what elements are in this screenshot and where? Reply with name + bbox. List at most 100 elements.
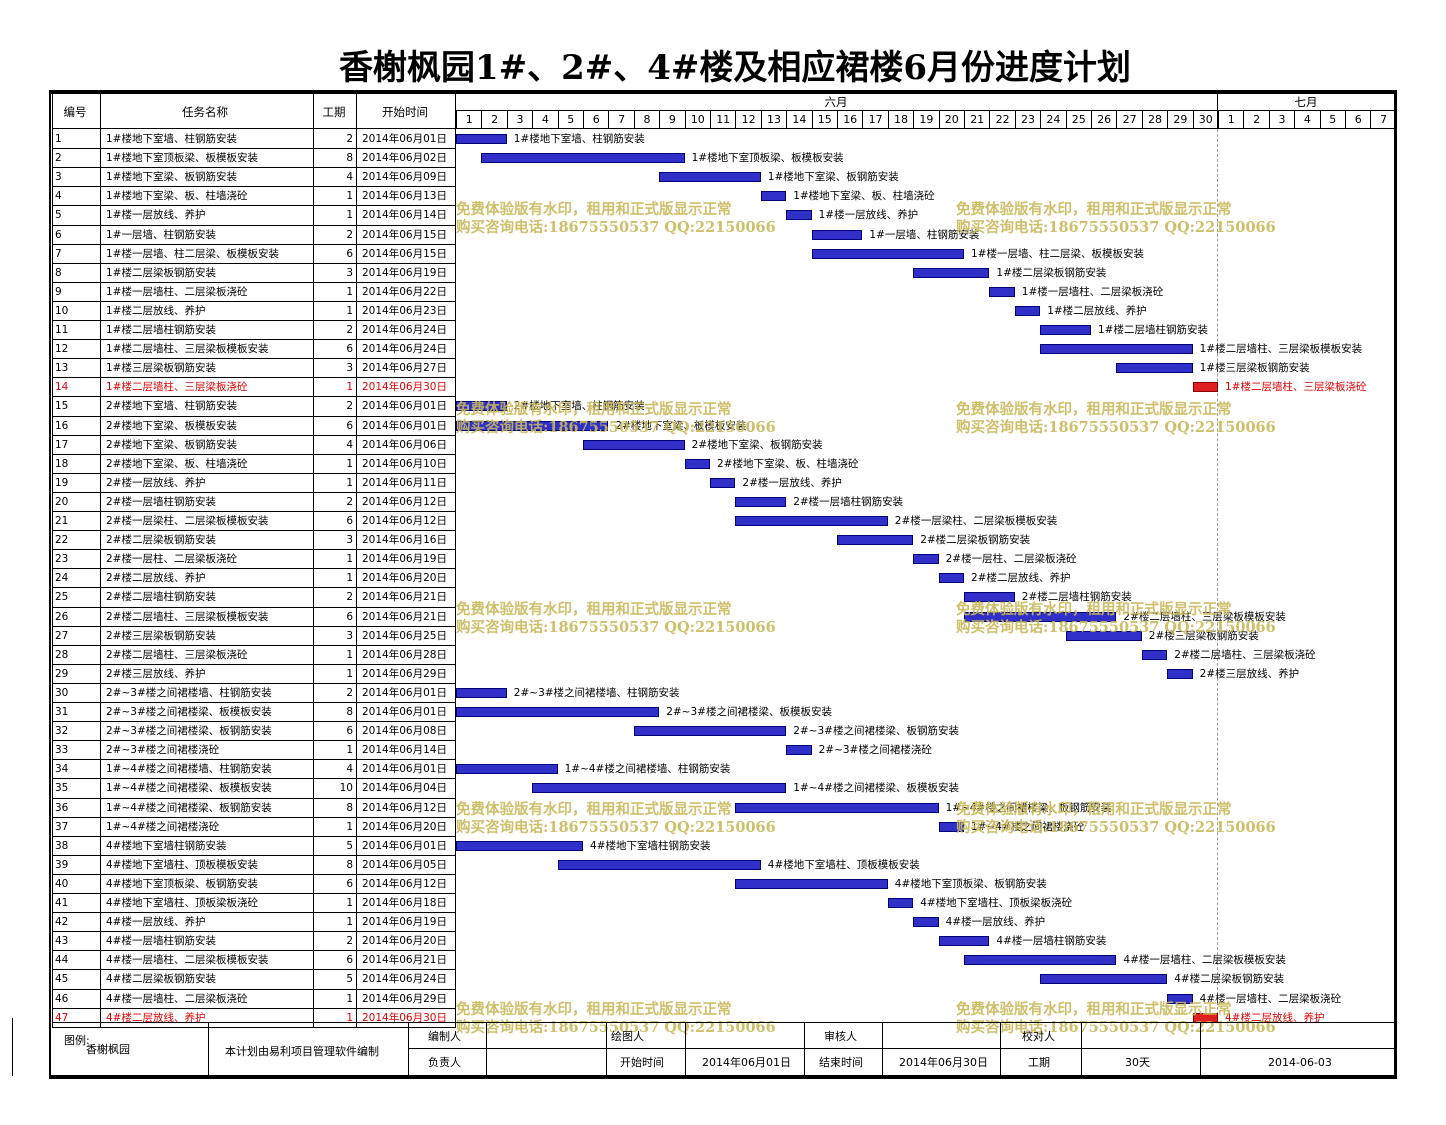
task-name: 1#楼三层梁板钢筋安装 bbox=[106, 362, 216, 375]
day-number: 3 bbox=[506, 111, 532, 128]
gantt-bar-label: 1#楼二层放线、养护 bbox=[1047, 304, 1147, 317]
task-id: 19 bbox=[55, 476, 69, 489]
gantt-bar bbox=[1040, 344, 1193, 355]
grid-vline bbox=[52, 94, 53, 1028]
task-name: 2#~3#楼之间裙楼墙、柱钢筋安装 bbox=[106, 686, 272, 699]
task-start: 2014年06月30日 bbox=[362, 1011, 447, 1024]
task-duration: 2 bbox=[346, 133, 353, 145]
task-name: 2#楼二层墙柱、三层梁板模板安装 bbox=[106, 610, 269, 623]
task-start: 2014年06月21日 bbox=[362, 591, 447, 604]
task-duration: 1 bbox=[346, 190, 353, 203]
day-number: 7 bbox=[1370, 111, 1395, 128]
grid-hline bbox=[52, 931, 455, 932]
task-name: 2#楼一层墙柱钢筋安装 bbox=[106, 495, 216, 508]
gantt-bar bbox=[964, 955, 1117, 966]
gantt-bar-label: 2#楼地下室墙、柱钢筋安装 bbox=[513, 400, 645, 413]
gantt-bar bbox=[938, 573, 964, 584]
gantt-bar-label: 2#楼二层墙柱、三层梁板浇砼 bbox=[1174, 648, 1316, 661]
gantt-bar-label: 1#楼地下室顶板梁、板模板安装 bbox=[691, 152, 844, 165]
day-number: 22 bbox=[989, 111, 1014, 128]
gantt-bar-label: 1#楼二层墙柱、三层梁板模板安装 bbox=[1199, 343, 1363, 356]
task-name: 1#楼地下室顶板梁、板模板安装 bbox=[106, 152, 258, 165]
task-start: 2014年06月19日 bbox=[362, 916, 447, 929]
task-name: 2#楼二层放线、养护 bbox=[106, 572, 206, 585]
grid-hline bbox=[52, 282, 455, 283]
gantt-bar bbox=[532, 783, 787, 794]
task-id: 10 bbox=[55, 304, 69, 317]
gantt-bar bbox=[456, 401, 507, 412]
task-start: 2014年06月05日 bbox=[362, 858, 447, 871]
task-name: 4#楼一层墙柱、二层梁板模板安装 bbox=[106, 954, 269, 967]
task-id: 36 bbox=[55, 801, 69, 814]
gantt-bar bbox=[786, 745, 812, 756]
task-duration: 8 bbox=[346, 801, 353, 814]
grid-hline bbox=[52, 950, 455, 951]
task-start: 2014年06月20日 bbox=[362, 935, 447, 948]
gantt-bar bbox=[1065, 630, 1142, 641]
task-id: 17 bbox=[55, 438, 69, 451]
day-number: 2 bbox=[481, 111, 506, 128]
responsible-label: 负责人 bbox=[428, 1056, 461, 1069]
task-name: 2#楼三层梁板钢筋安装 bbox=[106, 629, 216, 642]
task-duration: 6 bbox=[346, 419, 353, 432]
grid-hline bbox=[52, 969, 455, 970]
task-id: 3 bbox=[55, 171, 62, 184]
gantt-bar-label: 1#楼一层放线、养护 bbox=[818, 209, 919, 222]
task-id: 30 bbox=[55, 686, 69, 699]
task-name: 4#楼地下室墙柱、顶板梁板浇砼 bbox=[106, 897, 258, 909]
gantt-bar-label: 1#楼地下室梁、板钢筋安装 bbox=[767, 171, 899, 184]
task-name: 1#楼二层放线、养护 bbox=[106, 304, 206, 317]
gantt-bar-label: 1#楼一层墙、柱二层梁、板模板安装 bbox=[971, 247, 1144, 260]
task-name: 1#楼一层墙柱、二层梁板浇砼 bbox=[106, 285, 248, 298]
task-id: 47 bbox=[55, 1011, 69, 1024]
task-start: 2014年06月11日 bbox=[362, 476, 447, 489]
gantt-bar-label: 2#楼一层柱、二层梁板浇砼 bbox=[945, 553, 1077, 566]
gantt-bar bbox=[887, 898, 914, 908]
grid-hline bbox=[52, 396, 455, 397]
task-duration: 10 bbox=[339, 782, 353, 795]
task-duration: 1 bbox=[346, 285, 353, 298]
end-value: 2014年06月30日 bbox=[899, 1056, 988, 1069]
task-start: 2014年06月24日 bbox=[362, 324, 447, 336]
gantt-bar-label: 4#楼地下室墙柱、顶板模板安装 bbox=[767, 858, 920, 871]
task-start: 2014年06月15日 bbox=[362, 228, 447, 241]
task-duration: 6 bbox=[346, 725, 353, 738]
task-duration: 1 bbox=[346, 667, 353, 680]
task-id: 29 bbox=[55, 667, 69, 680]
task-id: 8 bbox=[55, 266, 62, 279]
task-duration: 1 bbox=[346, 572, 353, 585]
day-number: 1 bbox=[1218, 111, 1243, 128]
task-duration: 8 bbox=[346, 152, 353, 165]
grid-hline bbox=[52, 167, 455, 168]
task-start: 2014年06月19日 bbox=[362, 553, 447, 566]
task-id: 26 bbox=[55, 610, 69, 623]
task-id: 12 bbox=[55, 343, 69, 356]
grid-hline bbox=[52, 893, 455, 894]
gantt-bar bbox=[735, 516, 888, 526]
task-start: 2014年06月12日 bbox=[362, 801, 447, 814]
gantt-bar-label: 2#楼一层墙柱钢筋安装 bbox=[793, 495, 904, 508]
watermark-line2: 购买咨询电话:18675550537 QQ:22150066 bbox=[956, 819, 1276, 836]
report-date: 2014-06-03 bbox=[1268, 1056, 1332, 1069]
grid-hline bbox=[52, 301, 455, 302]
task-start: 2014年06月09日 bbox=[362, 171, 447, 184]
watermark-line2: 购买咨询电话:18675550537 QQ:22150066 bbox=[956, 419, 1276, 436]
gantt-bar-label: 1#楼地下室梁、板、柱墙浇砼 bbox=[793, 190, 935, 203]
task-duration: 1 bbox=[346, 820, 353, 833]
grid-hline bbox=[52, 683, 455, 684]
grid-hline bbox=[52, 798, 455, 799]
gantt-bar-label: 2#楼二层放线、养护 bbox=[971, 572, 1071, 585]
drawer-label: 绘图人 bbox=[611, 1030, 644, 1043]
end-label: 结束时间 bbox=[819, 1056, 863, 1069]
task-id: 32 bbox=[55, 725, 69, 738]
gantt-bar-label: 4#楼地下室墙柱钢筋安装 bbox=[590, 839, 711, 852]
gantt-bar bbox=[786, 210, 812, 221]
day-number: 11 bbox=[710, 111, 735, 128]
task-id: 4 bbox=[55, 190, 62, 203]
task-duration: 3 bbox=[346, 629, 353, 642]
task-name: 1#楼地下室梁、板、柱墙浇砼 bbox=[106, 190, 248, 203]
task-name: 1#~4#楼之间裙楼墙、柱钢筋安装 bbox=[106, 763, 272, 776]
task-name: 4#楼一层墙柱钢筋安装 bbox=[106, 935, 216, 948]
gantt-bar-label: 1#楼二层梁板钢筋安装 bbox=[996, 266, 1107, 279]
task-name: 1#~4#楼之间裙楼梁、板钢筋安装 bbox=[106, 801, 272, 814]
